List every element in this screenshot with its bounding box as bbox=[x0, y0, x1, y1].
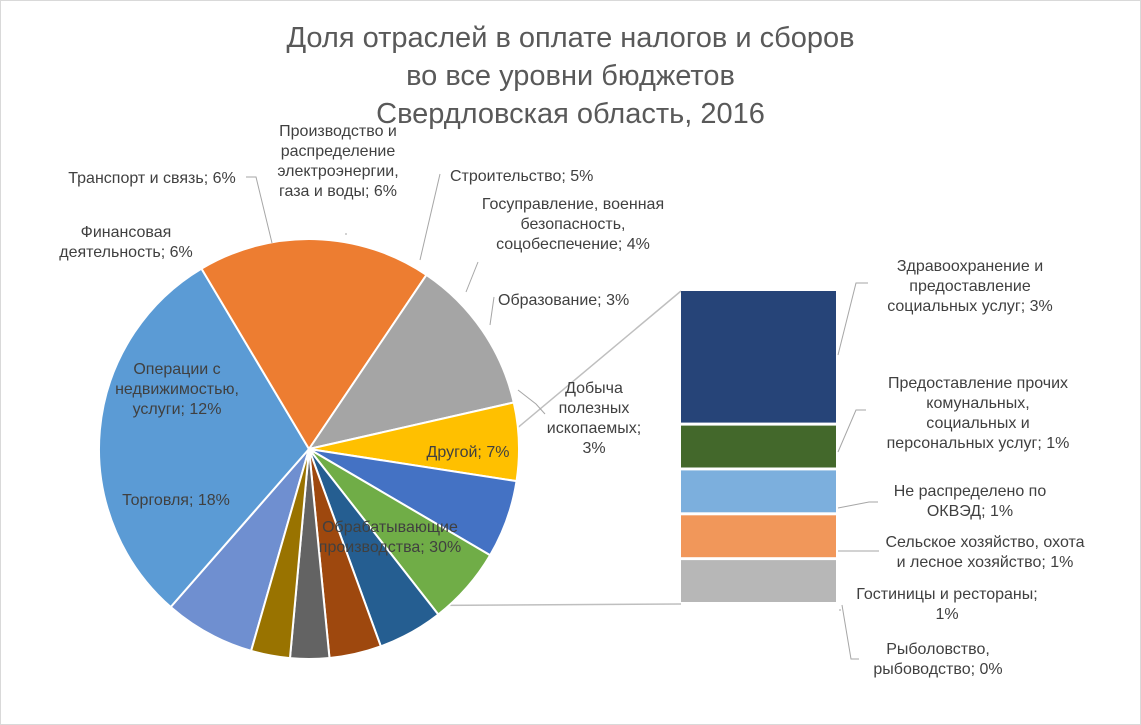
data-labels: Другой; 7% Обрабатывающие производства; 30… bbox=[59, 123, 1084, 678]
leader-line-8 bbox=[465, 261, 479, 293]
pie-slice-10 bbox=[249, 448, 310, 660]
bar-leader-line-2 bbox=[837, 501, 878, 509]
chart-title-line-2: во все уровни бюджетов bbox=[406, 60, 735, 92]
bar-label-0: Здравоохранение и предоставление социальны… bbox=[887, 258, 1053, 315]
pie-label-4: Финансовая деятельность; 6% bbox=[59, 224, 193, 261]
pie-label-2: Торговля; 18% bbox=[122, 492, 230, 509]
bar-segment-0 bbox=[681, 291, 836, 423]
chart-title-line-3: Свердловская область, 2016 bbox=[376, 98, 765, 130]
bar-segment-4 bbox=[681, 560, 836, 602]
bar-leader-line-5 bbox=[841, 604, 859, 660]
pie-label-8: Госуправление, военная безопасность, соцоб… bbox=[482, 196, 664, 253]
pie-label-9: Образование; 3% bbox=[498, 292, 629, 309]
leader-line-7 bbox=[419, 173, 441, 261]
pie-slice-2 bbox=[200, 238, 428, 451]
bar-segment-3 bbox=[681, 515, 836, 558]
leader-line-5 bbox=[246, 176, 273, 244]
pie-label-0: Другой; 7% bbox=[427, 444, 510, 461]
leader-lines bbox=[246, 173, 879, 660]
pie-slice-3 bbox=[306, 273, 515, 451]
leader-line-9 bbox=[489, 296, 495, 326]
bar-segment-2 bbox=[681, 470, 836, 513]
leader-line-10 bbox=[517, 389, 546, 415]
pie bbox=[98, 238, 520, 661]
chart-title-line-1: Доля отраслей в оплате налогов и сборов bbox=[286, 22, 855, 54]
secondary-bar bbox=[681, 291, 836, 602]
bar-label-1: Предоставление прочих комунальных, социаль… bbox=[887, 375, 1070, 452]
pie-label-10: Добыча полезных ископаемых; 3% bbox=[547, 380, 641, 457]
bar-leader-line-1 bbox=[837, 409, 866, 453]
pie-label-1: Обрабатывающие производства; 30% bbox=[319, 519, 461, 556]
pie-label-6: Производство и распределение электроэнерги… bbox=[277, 123, 398, 200]
bar-label-3: Сельское хозяйство, охота и лесное хозяйс… bbox=[885, 534, 1084, 571]
pie-label-5: Транспорт и связь; 6% bbox=[68, 170, 235, 187]
bar-segment-1 bbox=[681, 425, 836, 468]
pie-label-7: Строительство; 5% bbox=[450, 168, 593, 185]
bar-label-2: Не распределено по ОКВЭД; 1% bbox=[894, 483, 1047, 520]
bar-label-4: Гостиницы и рестораны; 1% bbox=[856, 586, 1037, 623]
bar-label-5: Рыболовство, рыбоводство; 0% bbox=[873, 641, 1002, 678]
pie-slice-1 bbox=[98, 267, 311, 609]
bar-leader-line-0 bbox=[837, 282, 868, 356]
pie-label-3: Операции с недвижимостью, услуги; 12% bbox=[115, 361, 239, 418]
